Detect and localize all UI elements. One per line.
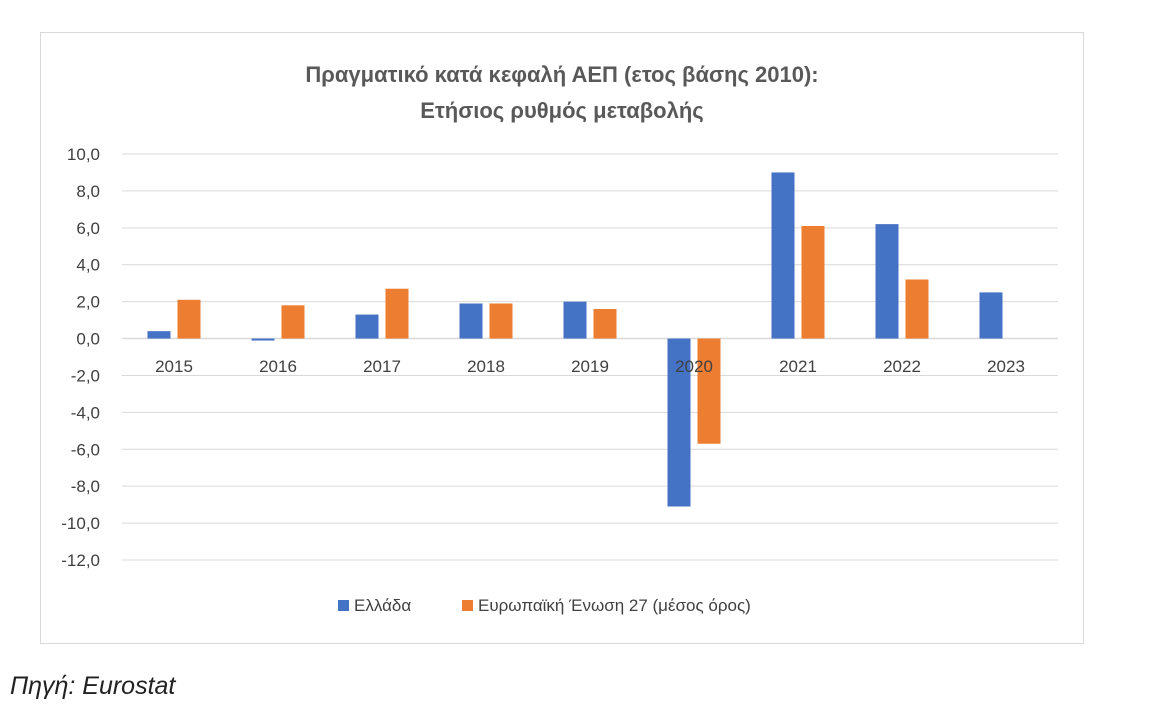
y-tick-label: -10,0 xyxy=(61,514,100,533)
y-tick-label: 8,0 xyxy=(76,182,100,201)
bar-eu-2017 xyxy=(385,288,409,339)
source-note: Πηγή: Eurostat xyxy=(10,672,176,700)
bar-greece-2016 xyxy=(251,338,275,341)
x-tick-label: 2022 xyxy=(883,357,921,376)
x-tick-label: 2015 xyxy=(155,357,193,376)
x-tick-label: 2020 xyxy=(675,357,713,376)
y-tick-label: -8,0 xyxy=(71,477,100,496)
bar-greece-2023 xyxy=(979,292,1003,339)
y-tick-label: 10,0 xyxy=(67,145,100,164)
x-tick-label: 2016 xyxy=(259,357,297,376)
bar-greece-2020 xyxy=(667,338,691,507)
legend-label: Ελλάδα xyxy=(354,596,411,615)
chart-subtitle: Ετήσιος ρυθμός μεταβολής xyxy=(420,98,703,123)
bar-greece-2019 xyxy=(563,301,587,339)
y-tick-label: -2,0 xyxy=(71,366,100,385)
legend-swatch xyxy=(338,600,349,611)
gridlines xyxy=(122,153,1058,561)
y-axis-ticks: 10,0 8,0 6,0 4,0 2,0 0,0 -2,0 -4,0 -6,0 -8,0 -10,0… xyxy=(61,145,100,570)
y-tick-label: 0,0 xyxy=(76,330,100,349)
bar-eu-2021 xyxy=(801,225,825,339)
y-tick-label: -6,0 xyxy=(71,440,100,459)
legend-label: Ευρωπαϊκή Ένωση 27 (μέσος όρος) xyxy=(478,596,751,615)
x-tick-label: 2018 xyxy=(467,357,505,376)
legend-swatch xyxy=(462,600,473,611)
legend-item-greece[interactable]: Ελλάδα xyxy=(338,596,411,615)
bar-eu-2015 xyxy=(177,299,201,339)
bar-eu-2019 xyxy=(593,309,617,339)
y-tick-label: -4,0 xyxy=(71,403,100,422)
bar-greece-2015 xyxy=(147,331,171,339)
chart-title: Πραγματικό κατά κεφαλή ΑΕΠ (ετος βάσης 2… xyxy=(305,62,818,87)
y-tick-label: 4,0 xyxy=(76,256,100,275)
y-tick-label: 6,0 xyxy=(76,219,100,238)
bar-eu-2018 xyxy=(489,303,513,339)
x-tick-label: 2017 xyxy=(363,357,401,376)
x-tick-label: 2023 xyxy=(987,357,1025,376)
legend[interactable]: Ελλάδα Ευρωπαϊκή Ένωση 27 (μέσος όρος) xyxy=(338,596,751,615)
x-tick-label: 2019 xyxy=(571,357,609,376)
bar-eu-2016 xyxy=(281,305,305,339)
legend-item-eu27[interactable]: Ευρωπαϊκή Ένωση 27 (μέσος όρος) xyxy=(462,596,751,615)
x-axis-ticks: 2015 2016 2017 2018 2019 2020 2021 2022 2023 xyxy=(155,357,1025,376)
x-tick-label: 2021 xyxy=(779,357,817,376)
bar-greece-2022 xyxy=(875,224,899,339)
bar-greece-2021 xyxy=(771,172,795,339)
y-tick-label: 2,0 xyxy=(76,293,100,312)
bar-greece-2018 xyxy=(459,303,483,339)
bar-greece-2017 xyxy=(355,314,379,339)
bar-eu-2020 xyxy=(697,338,721,444)
bar-eu-2022 xyxy=(905,279,929,339)
y-tick-label: -12,0 xyxy=(61,551,100,570)
bars xyxy=(147,172,1003,507)
